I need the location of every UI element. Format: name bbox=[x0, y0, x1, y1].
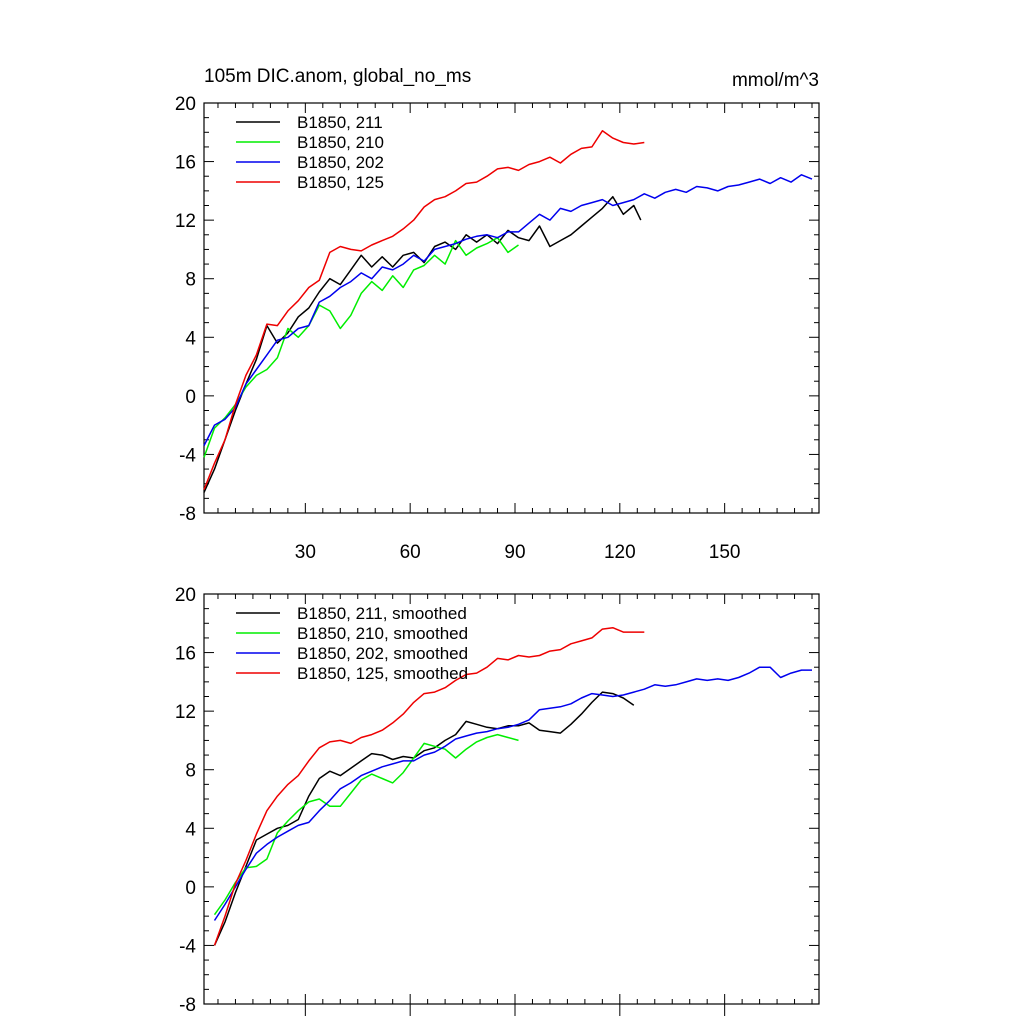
series-line-4 bbox=[203, 130, 645, 490]
series-line-3 bbox=[203, 174, 813, 446]
y-tick-label: -4 bbox=[179, 445, 196, 466]
legend-label: B1850, 210, smoothed bbox=[297, 624, 468, 643]
x-tick-label: 30 bbox=[295, 542, 316, 563]
y-tick-label: 16 bbox=[175, 153, 196, 174]
series-line-2 bbox=[213, 733, 519, 916]
series-line-1 bbox=[213, 691, 635, 946]
series-line-4 bbox=[213, 626, 645, 946]
top-panel: 105m DIC.anom, global_no_ms mmol/m^3 -8 -… bbox=[175, 66, 820, 563]
y-tick-label: 0 bbox=[185, 387, 196, 408]
legend-label: B1850, 202, smoothed bbox=[297, 644, 468, 663]
y-tick-label: 16 bbox=[175, 644, 196, 665]
series-line-2 bbox=[203, 236, 519, 458]
legend-label: B1850, 125 bbox=[297, 173, 384, 192]
y-tick-label: 8 bbox=[185, 761, 196, 782]
x-tick-label: 120 bbox=[604, 542, 636, 563]
y-tick-label: 20 bbox=[175, 585, 196, 606]
y-tick-label: 4 bbox=[185, 819, 196, 840]
y-tick-label: 4 bbox=[185, 328, 196, 349]
series-line-3 bbox=[213, 666, 812, 921]
y-tick-label: 12 bbox=[175, 211, 196, 232]
y-tick-label: 8 bbox=[185, 270, 196, 291]
series-line-1 bbox=[203, 195, 642, 493]
y-tick-label: -8 bbox=[179, 995, 196, 1016]
chart-title: 105m DIC.anom, global_no_ms bbox=[204, 66, 471, 87]
legend-label: B1850, 202 bbox=[297, 153, 384, 172]
legend-label: B1850, 211, smoothed bbox=[297, 604, 467, 623]
units-label: mmol/m^3 bbox=[732, 70, 819, 91]
y-tick-label: 12 bbox=[175, 702, 196, 723]
x-tick-label: 60 bbox=[400, 542, 421, 563]
y-tick-label: 20 bbox=[175, 94, 196, 115]
legend-label: B1850, 211 bbox=[297, 113, 383, 132]
y-tick-label: -4 bbox=[179, 936, 196, 957]
x-tick-label: 90 bbox=[504, 542, 525, 563]
y-tick-label: 0 bbox=[185, 878, 196, 899]
y-tick-label: -8 bbox=[179, 504, 196, 525]
legend-label: B1850, 125, smoothed bbox=[297, 664, 468, 683]
x-tick-label: 150 bbox=[709, 542, 741, 563]
legend-label: B1850, 210 bbox=[297, 133, 384, 152]
